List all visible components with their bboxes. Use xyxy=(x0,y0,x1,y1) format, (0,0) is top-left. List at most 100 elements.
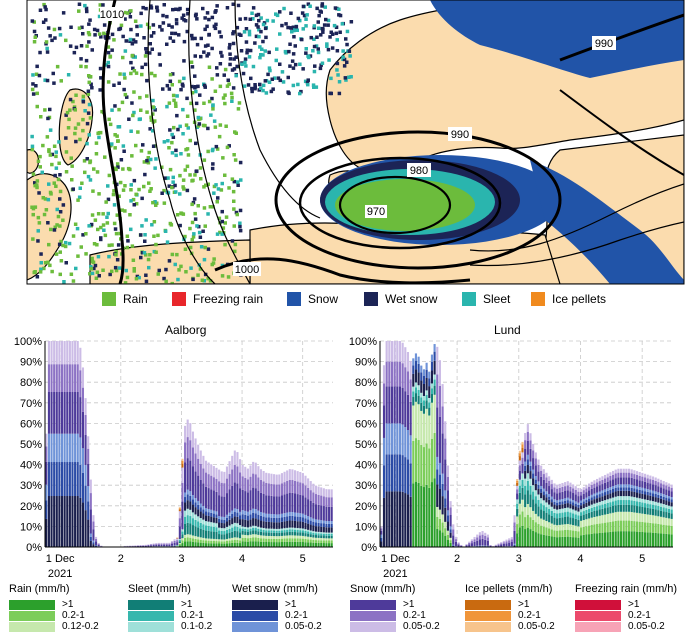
bar-segment-wet-snow xyxy=(452,545,455,546)
precip-dot xyxy=(231,31,235,36)
bar-segment-rain xyxy=(614,520,617,532)
precip-dot xyxy=(99,35,103,39)
bar-segment-sleet xyxy=(218,527,221,531)
bar-segment-snow xyxy=(651,479,655,485)
bar-segment-rain xyxy=(625,520,628,532)
bar-segment-rain xyxy=(317,540,320,543)
bar-segment-snow xyxy=(556,493,559,501)
bar-segment-ice-pellets xyxy=(518,456,521,461)
bar-segment-wet-snow xyxy=(542,491,545,496)
bar-segment-snow xyxy=(438,416,441,463)
legend-item-wet-snow: Wet snow xyxy=(364,292,437,306)
bar-segment-snow xyxy=(662,488,665,495)
precip-dot xyxy=(261,22,266,27)
bar-segment-sleet xyxy=(322,535,325,539)
bar-segment-snow xyxy=(139,545,142,547)
precip-dot xyxy=(210,77,214,81)
bar-segment-rain xyxy=(194,536,197,539)
precip-dot xyxy=(140,224,144,228)
precip-dot xyxy=(189,101,193,106)
bar-segment-sleet xyxy=(301,532,304,536)
chart-panel-lund: 0%10%20%30%40%50%60%70%80%90%100%1 Dec 2 3… xyxy=(349,336,673,580)
precip-dot xyxy=(153,166,157,170)
bar-segment-wet-snow xyxy=(312,518,315,522)
bar-segment-sleet xyxy=(236,526,239,532)
bar-segment-sleet xyxy=(275,532,278,537)
y-tick-label: 80% xyxy=(20,377,42,389)
bar-segment-sleet xyxy=(199,518,202,523)
bar-segment-wet-snow xyxy=(449,526,452,530)
bar-segment-rain xyxy=(191,541,194,547)
precip-dot xyxy=(165,240,170,244)
bar-segment-snow xyxy=(291,480,294,493)
bar-segment-sleet xyxy=(191,518,194,526)
precip-dot xyxy=(32,29,37,34)
bar-segment-snow xyxy=(654,477,657,481)
bar-segment-wet-snow xyxy=(55,433,58,463)
bar-segment-snow xyxy=(622,468,625,473)
precip-dot xyxy=(101,3,105,7)
precip-dot xyxy=(168,79,173,83)
bar-segment-wet-snow xyxy=(412,365,415,374)
precip-dot xyxy=(230,239,235,243)
bar-segment-rain xyxy=(521,525,524,547)
bar-segment-rain xyxy=(301,538,304,543)
precip-dot xyxy=(261,53,265,57)
isobar-label-970: 970 xyxy=(367,206,385,218)
precip-dot xyxy=(165,14,169,19)
bar-segment-wet-snow xyxy=(257,510,260,515)
bar-segment-wet-snow xyxy=(425,369,428,378)
bar-segment-rain xyxy=(304,536,307,539)
bar-segment-rain xyxy=(670,534,673,547)
precip-dot xyxy=(259,86,263,90)
bar-segment-sleet xyxy=(262,532,265,536)
bar-segment-sleet xyxy=(320,533,323,536)
precip-dot xyxy=(92,242,97,246)
precip-dot xyxy=(194,85,198,89)
bar-segment-rain xyxy=(606,532,609,547)
bar-segment-rain xyxy=(278,536,281,539)
bar-segment-wet-snow xyxy=(649,492,652,496)
precip-dot xyxy=(77,9,81,13)
precip-dot xyxy=(92,27,97,32)
bar-segment-snow xyxy=(267,483,270,496)
precip-dot xyxy=(172,98,176,103)
bar-segment-wet-snow xyxy=(280,513,283,518)
bar-segment-rain xyxy=(215,543,218,547)
precip-dot xyxy=(105,215,109,219)
bar-segment-wet-snow xyxy=(92,540,95,543)
precip-dot xyxy=(54,252,59,256)
bar-segment-snow xyxy=(239,472,242,489)
bar-segment-rain xyxy=(265,538,268,542)
bar-segment-wet-snow xyxy=(322,527,325,533)
precip-dot xyxy=(269,89,274,94)
bar-segment-wet-snow xyxy=(537,481,540,485)
precip-dot xyxy=(45,135,50,139)
bar-segment-wet-snow xyxy=(401,491,404,547)
bar-segment-sleet xyxy=(186,515,189,523)
precip-dot xyxy=(80,181,84,185)
bar-segment-snow xyxy=(168,542,171,544)
precip-dot xyxy=(324,17,328,22)
bar-segment-wet-snow xyxy=(550,502,553,507)
bar-segment-snow xyxy=(657,486,660,493)
bar-segment-rain xyxy=(585,519,588,527)
bar-segment-wet-snow xyxy=(314,522,318,527)
bar-segment-rain xyxy=(309,537,312,540)
intensity-swatch xyxy=(465,622,511,632)
bar-segment-rain xyxy=(197,539,200,543)
bar-segment-wet-snow xyxy=(588,496,591,499)
bar-segment-rain xyxy=(529,507,532,518)
bar-segment-wet-snow xyxy=(524,465,527,471)
precip-dot xyxy=(217,30,222,34)
precip-dot xyxy=(33,270,37,274)
bar-segment-snow xyxy=(215,467,218,479)
precip-dot xyxy=(50,152,54,157)
precip-dot xyxy=(190,202,194,207)
bar-segment-snow xyxy=(163,544,166,547)
precip-dot xyxy=(190,33,194,38)
bar-segment-snow xyxy=(585,485,588,489)
bar-segment-sleet xyxy=(654,505,657,510)
bar-segment-snow xyxy=(569,486,572,492)
bar-segment-wet-snow xyxy=(194,502,197,508)
